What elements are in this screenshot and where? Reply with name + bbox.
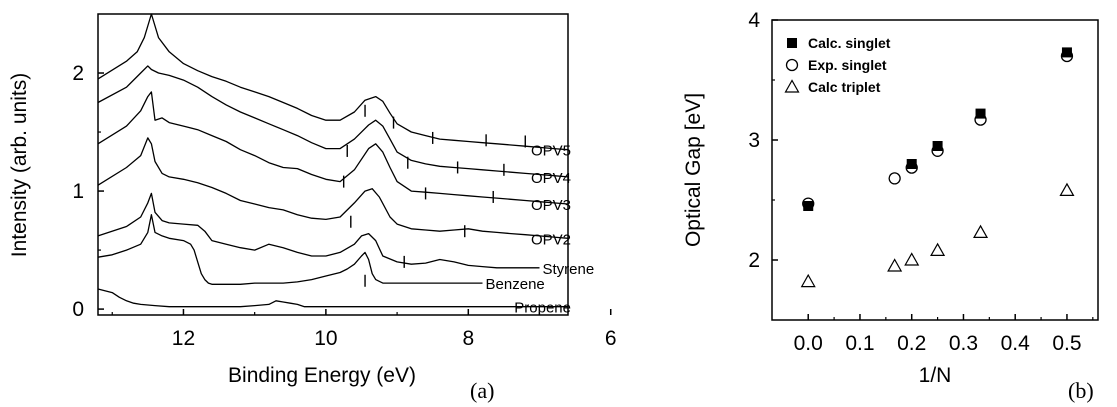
curve-label-opv4: OPV4 (531, 170, 571, 187)
panel-b-x-axis-label: 1/N (919, 364, 952, 387)
y-tick-label: 3 (748, 129, 760, 152)
curve-label-opv2: OPV2 (531, 231, 571, 248)
legend-marker-open-circle (785, 58, 799, 72)
point-open-triangle (800, 273, 816, 288)
y-tick-label: 4 (748, 9, 760, 32)
point-filled-square (906, 159, 917, 169)
point-open-triangle (1059, 182, 1075, 196)
curve-label-propene: Propene (514, 300, 571, 317)
panel-b-ticks: 0.0 0.1 0.2 0.3 0.4 0.5 2 3 4 (748, 9, 1094, 355)
legend-marker-open-triangle (784, 79, 800, 93)
panel-b-label: (b) (1068, 378, 1094, 403)
point-filled-square (932, 141, 943, 151)
panel-b-optical-gap: 0.0 0.1 0.2 0.3 0.4 0.5 2 3 4 Calc. singlet Exp. … (682, 9, 1099, 403)
x-tick-label: 0.1 (845, 332, 874, 355)
spectrum-opv2 (97, 137, 569, 239)
x-tick-label: 0.5 (1052, 332, 1081, 355)
panel-b-points (800, 47, 1075, 288)
x-tick-label: 10 (314, 327, 337, 350)
panel-b-plot-frame (771, 19, 1099, 321)
panel-a-plot-frame (97, 13, 569, 316)
point-open-circle (1060, 49, 1074, 63)
spectrum-styrene (97, 192, 540, 269)
x-tick-label: 0.2 (897, 332, 926, 355)
y-tick-label: 2 (72, 62, 84, 85)
curve-label-styrene: Styrene (543, 261, 595, 278)
curve-label-benzene: Benzene (486, 276, 545, 293)
point-open-circle (905, 161, 918, 174)
spectrum-propene (97, 288, 568, 308)
x-tick-label: 12 (172, 327, 195, 350)
x-tick-label: 8 (462, 327, 474, 350)
y-tick-label: 2 (748, 249, 760, 272)
point-open-circle (802, 197, 815, 210)
x-tick-label: 6 (605, 327, 617, 350)
legend-entry: Exp. singlet (808, 57, 887, 73)
spectrum-opv5 (97, 13, 569, 151)
point-open-triangle (930, 242, 946, 256)
point-open-triangle (887, 258, 903, 272)
curve-label-opv3: OPV3 (531, 197, 571, 214)
point-open-triangle (904, 252, 920, 266)
panel-a-y-axis-label: Intensity (arb. units) (8, 73, 31, 257)
legend-marker-filled-square (787, 38, 797, 48)
legend-entry: Calc. singlet (808, 35, 891, 51)
panel-a-label: (a) (470, 378, 494, 403)
point-open-circle (974, 113, 987, 126)
x-tick-label: 0.0 (794, 332, 823, 355)
panel-a-peak-markers (342, 104, 526, 287)
point-open-circle (931, 144, 944, 157)
curve-label-opv5: OPV5 (531, 143, 571, 160)
panel-b-y-axis-label: Optical Gap [eV] (682, 93, 705, 247)
panel-a-series (97, 13, 569, 308)
spectrum-benzene (97, 214, 483, 285)
legend-entry: Calc triplet (808, 79, 881, 95)
point-filled-square (803, 201, 814, 211)
point-open-circle (888, 172, 901, 185)
spectrum-opv4 (97, 65, 569, 178)
y-tick-label: 0 (72, 298, 84, 321)
x-tick-label: 0.4 (1001, 332, 1031, 355)
spectrum-opv3 (97, 91, 569, 205)
y-tick-label: 1 (72, 180, 84, 203)
panel-a-x-axis-label: Binding Energy (eV) (228, 364, 416, 387)
point-filled-square (1061, 47, 1072, 58)
x-tick-label: 0.3 (949, 332, 978, 355)
panel-b-legend: Calc. singlet Exp. singlet Calc triplet (784, 35, 891, 95)
point-open-triangle (973, 224, 989, 238)
